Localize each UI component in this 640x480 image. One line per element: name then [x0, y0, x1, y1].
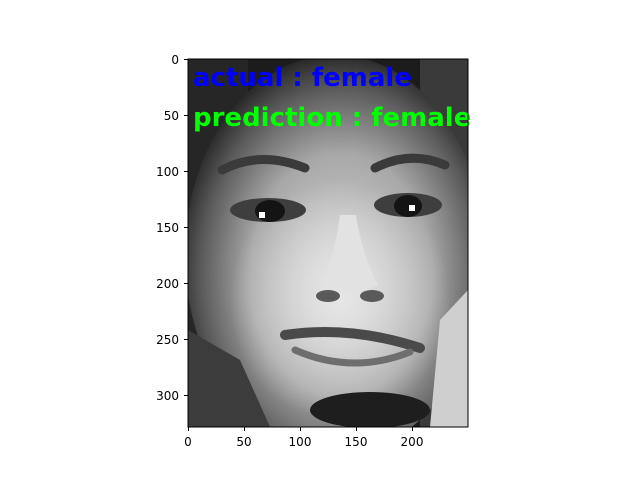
x-tick-label: 100	[289, 435, 312, 449]
face-image	[188, 59, 468, 427]
actual-label: actual : female	[193, 63, 412, 93]
x-tick-label: 50	[236, 435, 251, 449]
y-tick-label: 200	[156, 277, 179, 291]
y-tick-label: 150	[156, 221, 179, 235]
prediction-label: prediction : female	[193, 103, 471, 133]
y-tick-label: 0	[171, 53, 179, 67]
axes-frame	[187, 58, 469, 428]
x-axis: 0 50 100 150 200	[184, 427, 423, 449]
x-tick-label: 150	[345, 435, 368, 449]
y-tick-label: 250	[156, 333, 179, 347]
y-axis: 0 50 100 150 200 250 300	[156, 53, 188, 403]
x-tick-label: 0	[184, 435, 192, 449]
y-tick-label: 50	[164, 109, 179, 123]
y-tick-label: 300	[156, 389, 179, 403]
y-tick-label: 100	[156, 165, 179, 179]
x-tick-label: 200	[401, 435, 424, 449]
